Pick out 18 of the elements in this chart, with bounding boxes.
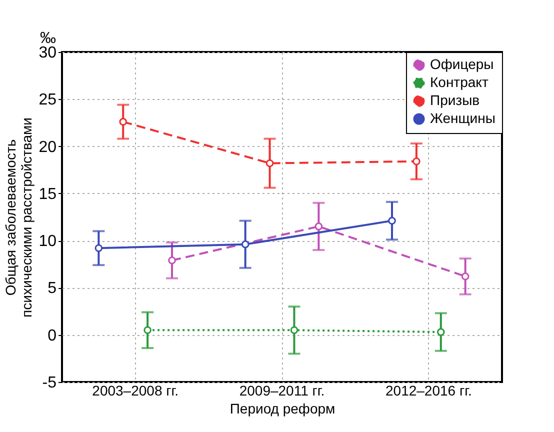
text: ‰: [40, 30, 56, 47]
x-tick-label: 2009–2011 гг.: [239, 382, 325, 398]
y-tick-label: 25: [38, 92, 57, 109]
legend-label: Офицеры: [430, 56, 494, 72]
y-tick-label: 15: [38, 186, 57, 203]
x-tick-label: 2012–2016 гг.: [385, 382, 472, 398]
y-tick-label: 5: [48, 280, 57, 298]
y-tick-label: 0: [48, 327, 57, 344]
legend-label: Женщины: [430, 110, 496, 126]
y-tick-label: -5: [42, 374, 57, 392]
y-axis-title: Общая заболеваемость психическими расстройствами: [2, 118, 35, 318]
x-axis-title: Период реформ: [230, 400, 336, 416]
x-tick-label: 2003–2008 гг.: [92, 382, 179, 398]
legend-label: Призыв: [430, 92, 480, 108]
y-tick-label: 30: [38, 44, 57, 62]
y-tick-label: 10: [38, 233, 57, 250]
legend-label: Контракт: [430, 74, 489, 90]
y-tick-label: 20: [38, 138, 57, 156]
